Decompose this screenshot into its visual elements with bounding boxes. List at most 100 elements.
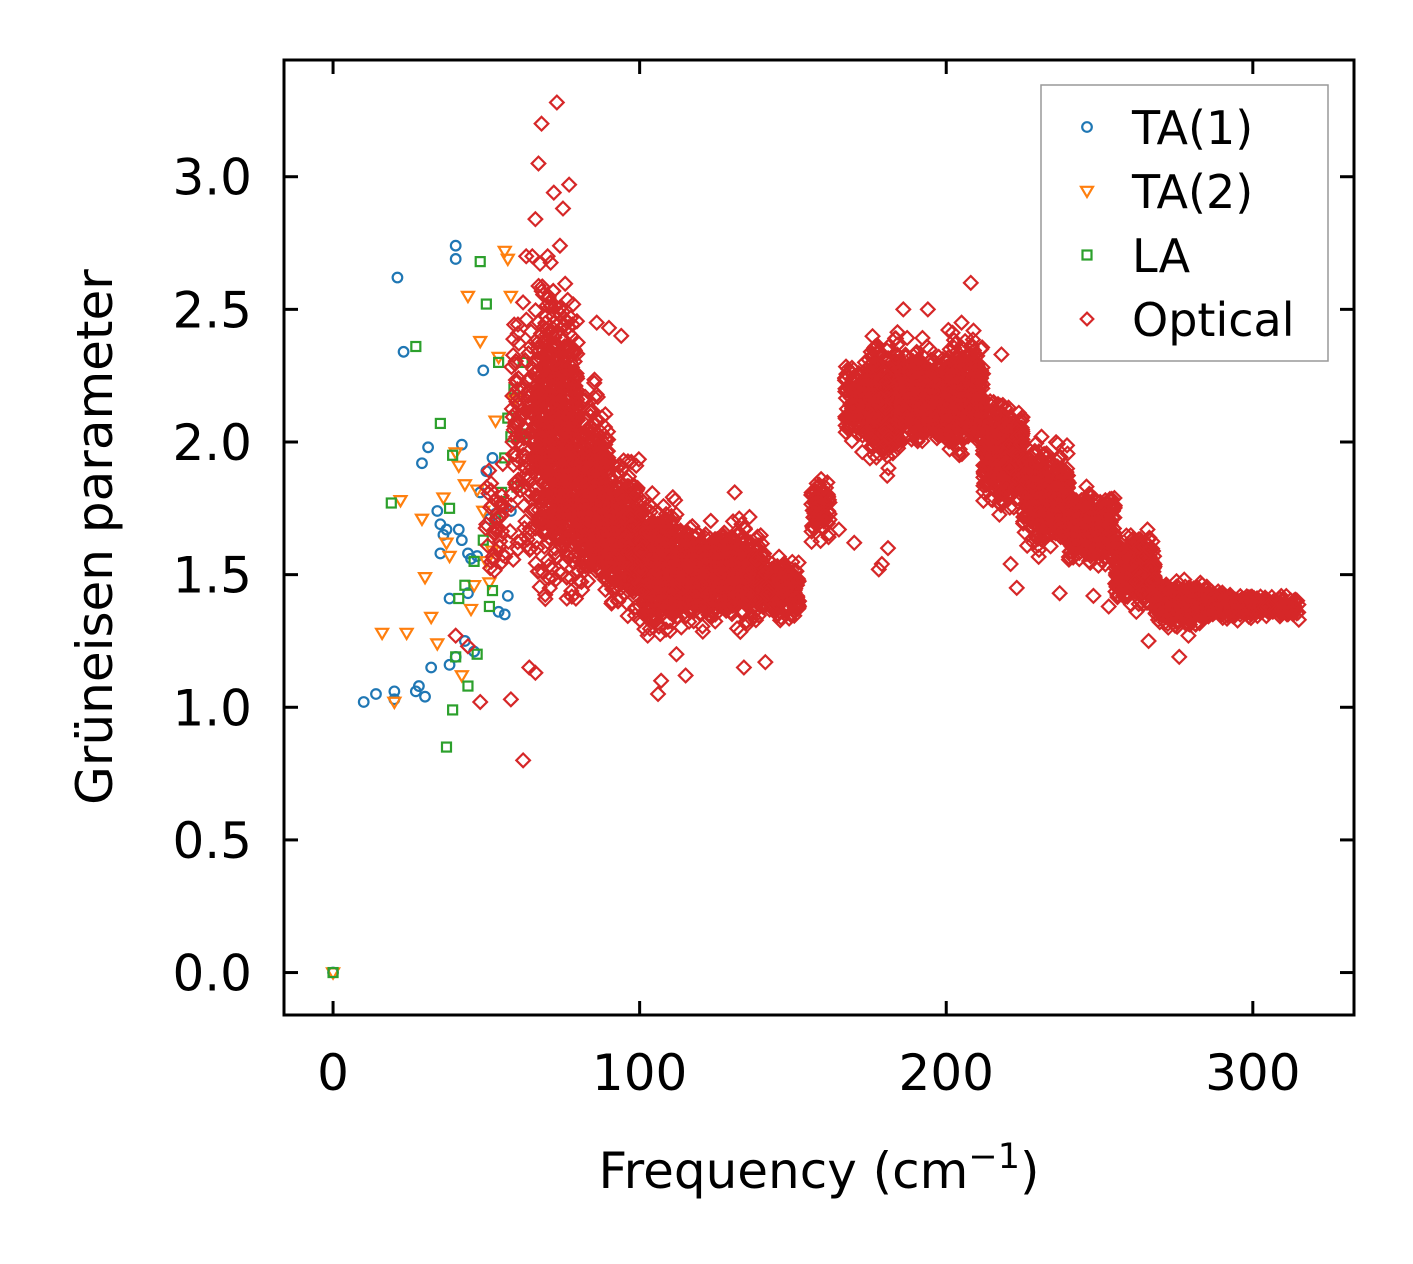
data-point	[724, 594, 741, 611]
data-point	[880, 428, 898, 446]
data-point	[840, 419, 858, 437]
data-point	[740, 559, 758, 577]
data-point	[522, 539, 539, 557]
data-point	[815, 513, 833, 530]
data-point	[554, 373, 571, 391]
data-point	[491, 538, 508, 556]
data-point	[584, 513, 601, 531]
data-point	[666, 491, 684, 509]
data-point	[549, 469, 566, 486]
data-point	[505, 456, 522, 474]
data-point	[544, 282, 562, 300]
data-point	[450, 651, 462, 663]
data-point	[509, 433, 527, 451]
data-point	[677, 593, 695, 611]
data-point	[580, 449, 597, 467]
data-point	[460, 290, 476, 305]
data-point	[862, 430, 880, 448]
data-point	[612, 579, 630, 597]
data-point	[565, 340, 583, 358]
data-point	[546, 442, 564, 460]
data-point	[599, 423, 617, 441]
data-point	[529, 467, 546, 485]
data-point	[560, 342, 578, 360]
data-point	[633, 505, 651, 523]
data-point	[416, 457, 428, 470]
data-point	[489, 494, 506, 511]
data-point	[529, 383, 547, 400]
data-point	[605, 457, 623, 475]
data-point	[710, 567, 727, 585]
data-point	[477, 519, 495, 537]
data-point	[388, 685, 401, 698]
data-point	[878, 467, 896, 485]
data-point	[397, 345, 410, 358]
data-point	[586, 371, 603, 389]
data-point	[576, 536, 594, 554]
data-point	[691, 589, 709, 607]
data-point	[536, 590, 554, 608]
data-point	[533, 516, 550, 533]
data-point	[551, 413, 569, 430]
data-point	[533, 429, 551, 447]
data-point	[548, 406, 566, 424]
data-point	[665, 510, 683, 527]
data-point	[468, 555, 480, 567]
data-point	[769, 606, 786, 624]
data-point	[440, 523, 453, 536]
data-point	[754, 544, 772, 562]
data-point	[533, 278, 551, 295]
data-point	[471, 648, 483, 660]
data-point	[679, 531, 697, 549]
data-point	[738, 612, 755, 630]
data-point	[812, 470, 830, 488]
data-point	[536, 586, 554, 604]
data-point	[327, 966, 339, 979]
data-point	[668, 563, 686, 581]
data-point	[447, 447, 464, 461]
data-point	[505, 330, 522, 348]
data-point	[596, 436, 614, 453]
data-point	[572, 444, 590, 461]
data-point	[772, 583, 790, 601]
data-point	[547, 335, 565, 352]
data-point	[861, 449, 879, 467]
data-point	[517, 356, 529, 369]
data-point	[477, 364, 490, 377]
data-point	[678, 524, 696, 542]
data-point	[449, 239, 462, 252]
data-point	[530, 277, 547, 295]
data-point	[736, 520, 754, 538]
data-point	[619, 607, 637, 625]
data-point	[897, 348, 915, 366]
data-point	[579, 572, 597, 590]
data-point	[872, 372, 890, 390]
data-point	[564, 295, 582, 313]
data-point	[528, 539, 546, 557]
data-point	[570, 540, 588, 558]
data-point	[438, 537, 455, 551]
data-point	[694, 617, 711, 635]
data-point	[480, 298, 492, 310]
data-point	[530, 399, 547, 417]
data-point	[546, 440, 564, 458]
data-point	[447, 449, 459, 461]
data-point	[875, 347, 893, 365]
data-point	[645, 576, 662, 593]
data-point	[530, 313, 547, 331]
data-point	[549, 350, 567, 368]
data-point	[414, 513, 430, 528]
data-point	[493, 522, 511, 540]
data-point	[916, 400, 934, 418]
data-point	[434, 417, 446, 430]
data-point	[918, 423, 936, 440]
data-point	[702, 512, 720, 530]
data-point	[723, 556, 741, 573]
data-point	[559, 443, 577, 460]
data-point	[494, 455, 512, 473]
data-point	[474, 256, 486, 268]
data-point	[713, 563, 731, 581]
series-optical	[447, 94, 1308, 769]
data-point	[532, 489, 550, 507]
data-point	[481, 577, 498, 591]
